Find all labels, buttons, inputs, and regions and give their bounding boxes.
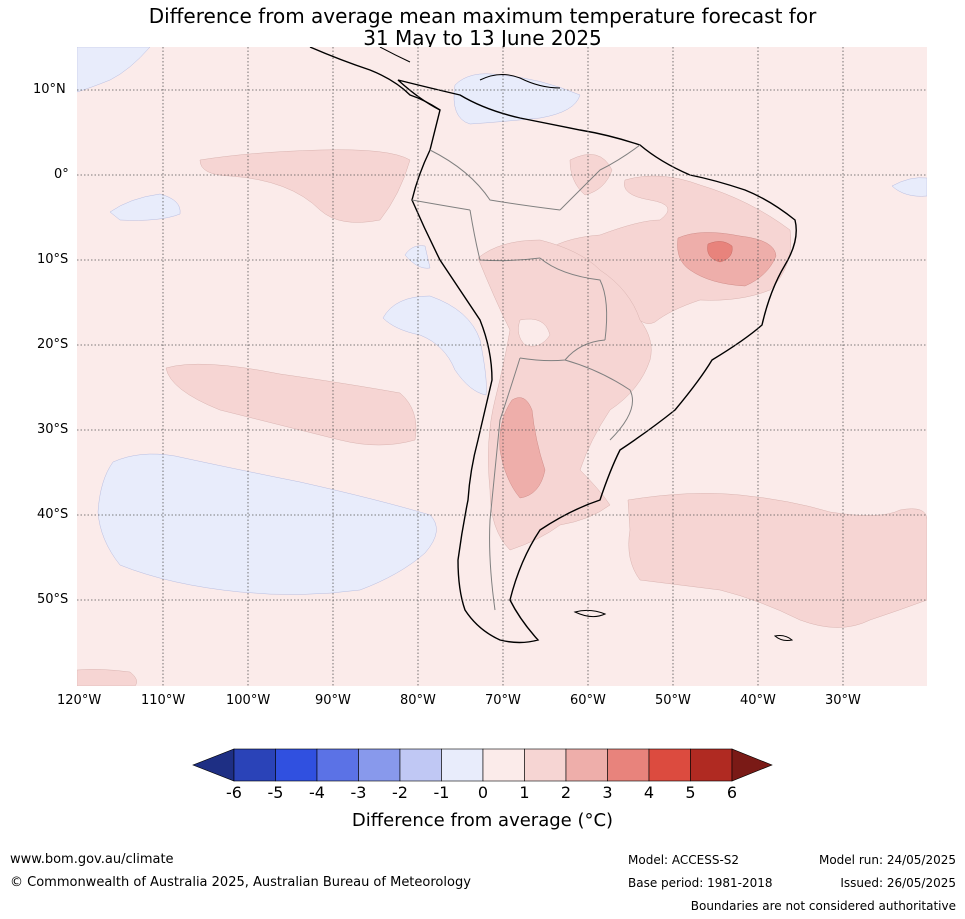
lat-label-0: 0° bbox=[54, 167, 69, 182]
cool-region-atlantic bbox=[891, 177, 927, 197]
colorbar-tick-label: -2 bbox=[392, 783, 408, 802]
footer-disclaimer: Boundaries are not considered authoritat… bbox=[690, 899, 956, 913]
warm-region-south-atlantic bbox=[627, 493, 927, 628]
colorbar-tick-label: 2 bbox=[560, 783, 572, 802]
map-title-line2: 31 May to 13 June 2025 bbox=[363, 26, 602, 50]
lat-label-30s: 30°S bbox=[37, 422, 69, 437]
colorbar-tick-label: -4 bbox=[309, 783, 325, 802]
cool-region-peru-coast bbox=[404, 245, 431, 269]
lat-label-10n: 10°N bbox=[33, 82, 66, 97]
lon-label-30w: 30°W bbox=[825, 693, 861, 708]
lat-label-20s: 20°S bbox=[37, 337, 69, 352]
colorbar-segment bbox=[275, 748, 318, 782]
colorbar-tick-label: 1 bbox=[519, 783, 530, 802]
colorbar-segment bbox=[441, 748, 484, 782]
footer-issued: Issued: 26/05/2025 bbox=[840, 876, 956, 890]
cool-region-east-pacific bbox=[109, 193, 181, 221]
colorbar-tick-label: 0 bbox=[477, 783, 489, 802]
lon-label-70w: 70°W bbox=[485, 693, 521, 708]
warm-region-southwest-corner bbox=[77, 669, 137, 686]
footer-model-run: Model run: 24/05/2025 bbox=[818, 853, 956, 867]
lon-label-80w: 80°W bbox=[400, 693, 436, 708]
colorbar-segment bbox=[233, 748, 276, 782]
colorbar-tick-label: -1 bbox=[433, 783, 450, 802]
cool-region-southeast-pacific bbox=[382, 295, 487, 396]
yucatan-coastline bbox=[379, 47, 411, 63]
colorbar-segment bbox=[607, 748, 650, 782]
caribbean-islands bbox=[479, 74, 561, 89]
lon-label-100w: 100°W bbox=[226, 693, 271, 708]
neutral-hole-bolivia bbox=[518, 318, 551, 347]
footer-copyright: © Commonwealth of Australia 2025, Austra… bbox=[10, 875, 471, 890]
colorbar bbox=[192, 748, 773, 782]
colorbar-segment bbox=[648, 748, 691, 782]
footer-model: Model: ACCESS-S2 bbox=[628, 853, 740, 867]
colorbar-tick-label: 3 bbox=[602, 783, 613, 802]
central-america-coastline bbox=[309, 47, 441, 111]
colorbar-tick-label: -6 bbox=[226, 783, 242, 802]
colorbar-segment bbox=[524, 748, 567, 782]
colorbar-tick-label: 5 bbox=[685, 783, 696, 802]
lon-label-50w: 50°W bbox=[655, 693, 691, 708]
colorbar-tick-label: -5 bbox=[267, 783, 284, 802]
colorbar-extend-high bbox=[731, 748, 773, 782]
warm-region-equatorial-pacific bbox=[199, 149, 411, 223]
lon-label-120w: 120°W bbox=[57, 693, 102, 708]
lon-label-110w: 110°W bbox=[141, 693, 186, 708]
colorbar-segment bbox=[482, 748, 525, 782]
colorbar-segment bbox=[399, 748, 442, 782]
warm-region-central-argentina bbox=[499, 397, 546, 499]
map-field bbox=[77, 47, 927, 686]
colorbar-segment bbox=[565, 748, 608, 782]
map-title-line1: Difference from average mean maximum tem… bbox=[148, 4, 817, 28]
south-georgia bbox=[773, 635, 794, 641]
colorbar-label: Difference from average (°C) bbox=[351, 810, 614, 831]
lat-label-40s: 40°S bbox=[37, 507, 69, 522]
lon-label-60w: 60°W bbox=[570, 693, 606, 708]
lat-label-50s: 50°S bbox=[37, 592, 69, 607]
colorbar-tick-label: 6 bbox=[726, 783, 738, 802]
footer-base-period: Base period: 1981-2018 bbox=[628, 876, 773, 890]
colorbar-tick-label: 4 bbox=[643, 783, 655, 802]
south-america-coastline bbox=[397, 79, 797, 644]
warm-core-northeast-brazil bbox=[707, 241, 733, 263]
footer-website: www.bom.gov.au/climate bbox=[10, 852, 174, 867]
colorbar-segment bbox=[690, 748, 733, 782]
colorbar-tick-label: -3 bbox=[350, 783, 367, 802]
falkland-islands bbox=[573, 609, 607, 618]
lon-label-90w: 90°W bbox=[315, 693, 351, 708]
gridlines bbox=[77, 47, 927, 686]
colorbar-segment bbox=[358, 748, 401, 782]
lon-label-40w: 40°W bbox=[740, 693, 776, 708]
colorbar-segment bbox=[316, 748, 359, 782]
cool-region-nw bbox=[77, 47, 151, 93]
colorbar-extend-low bbox=[192, 748, 235, 782]
warm-region-guianas bbox=[569, 154, 613, 196]
lat-label-10s: 10°S bbox=[37, 252, 69, 267]
warm-region-subtropical-pacific bbox=[165, 363, 417, 446]
cool-region-south-pacific bbox=[97, 453, 437, 595]
